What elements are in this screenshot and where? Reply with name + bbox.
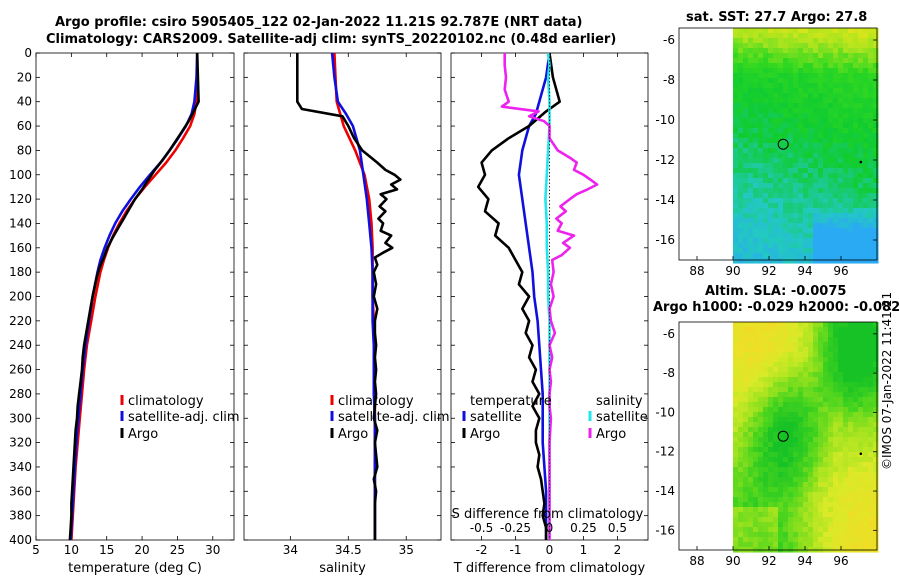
sla-map-lon-label: 90: [725, 554, 740, 568]
sat-sst-map-island-marker: [859, 160, 863, 164]
difference-xtick-label: 1: [580, 543, 588, 557]
sla-map-argo-marker: [777, 430, 789, 442]
depth-tick-label: 180: [9, 265, 32, 279]
difference-xtick-label: -1: [510, 543, 522, 557]
depth-tick-label: 80: [17, 143, 32, 157]
figure-title-line2: Climatology: CARS2009. Satellite-adj cli…: [46, 32, 617, 47]
depth-tick-label: 280: [9, 387, 32, 401]
sat-sst-map-lon-label: 90: [725, 264, 740, 278]
depth-tick-label: 340: [9, 460, 32, 474]
sal-legend-satellite-label: satellite-adj. clim: [338, 410, 450, 425]
diff-legend-salinity-header: salinity: [596, 394, 643, 409]
difference-xtick-label: 2: [614, 543, 622, 557]
difference-xtick-label: -2: [476, 543, 488, 557]
salinity-xtick-label: 34: [283, 543, 298, 557]
sla-map-lon-label: 92: [761, 554, 776, 568]
depth-tick-label: 360: [9, 484, 32, 498]
sat-sst-map-lon-label: 88: [689, 264, 704, 278]
diff-legend-t-argo-label: Argo: [470, 427, 500, 442]
depth-tick-label: 240: [9, 338, 32, 352]
depth-tick-label: 120: [9, 192, 32, 206]
sla-map-frame: [678, 321, 878, 551]
depth-tick-label: 400: [9, 533, 32, 547]
salinity-xtick-label: 35: [399, 543, 414, 557]
sat-sst-map-argo-marker: [777, 138, 789, 150]
sdiff-tick-label: 0.5: [608, 521, 627, 535]
temp-legend-argo-label: Argo: [128, 427, 158, 442]
sat-sst-map-lat-label: -6: [663, 33, 675, 47]
sdiff-tick-label: 0.25: [570, 521, 597, 535]
depth-tick-label: 320: [9, 436, 32, 450]
sla-map-island-marker: [859, 452, 863, 455]
temperature-xtick-label: 10: [64, 543, 79, 557]
sla-map-lon-label: 88: [689, 554, 704, 568]
difference-series-s-argo---clim: [500, 53, 599, 540]
sat-sst-map-lon-label: 96: [833, 264, 848, 278]
temperature-axes-frame: [35, 52, 235, 541]
sdiff-tick-label: -0.5: [470, 521, 493, 535]
sla-map-lat-label: -10: [655, 405, 675, 419]
temperature-xtick-label: 30: [205, 543, 220, 557]
sat-sst-map-field: [733, 28, 879, 264]
depth-tick-label: 100: [9, 168, 32, 182]
diff-legend-s-argo-label: Argo: [596, 427, 626, 442]
temperature-xtick-label: 5: [32, 543, 40, 557]
depth-tick-label: 300: [9, 411, 32, 425]
temperature-xtick-label: 20: [134, 543, 149, 557]
temp-legend-climatology-label: climatology: [128, 394, 204, 409]
figure-title-line1: Argo profile: csiro 5905405_122 02-Jan-2…: [55, 15, 583, 30]
depth-tick-label: 200: [9, 290, 32, 304]
difference-series-t-argo---clim: [476, 52, 562, 540]
depth-tick-label: 380: [9, 509, 32, 523]
depth-tick-label: 60: [17, 119, 32, 133]
salinity-series-argo: [295, 53, 402, 540]
sat-sst-map-lat-label: -14: [655, 193, 675, 207]
sat-sst-map-lat-label: -10: [655, 113, 675, 127]
sat-sst-map-lat-label: -16: [655, 233, 675, 247]
depth-tick-label: 260: [9, 363, 32, 377]
difference-xlabel: T difference from climatology: [453, 561, 646, 576]
diff-legend-s-satellite-label: satellite: [596, 410, 648, 425]
salinity-axes-frame: [243, 52, 442, 541]
salinity-xlabel: salinity: [319, 561, 366, 576]
temperature-xlabel: temperature (deg C): [68, 561, 202, 576]
sat-sst-map-frame: [678, 27, 878, 261]
depth-tick-label: 140: [9, 216, 32, 230]
temp-legend-satellite-label: satellite-adj. clim: [128, 410, 240, 425]
sla-map-lat-label: -6: [663, 327, 675, 341]
sla-map-lat-label: -8: [663, 366, 675, 380]
temperature-series-argo: [68, 52, 200, 541]
depth-tick-label: 160: [9, 241, 32, 255]
depth-tick-label: 20: [17, 70, 32, 84]
sat-sst-map-lat-label: -12: [655, 153, 675, 167]
depth-tick-label: 0: [24, 46, 32, 60]
sal-legend-argo-label: Argo: [338, 427, 368, 442]
sla-map-subtitle: Argo h1000: -0.029 h2000: -0.082: [653, 300, 900, 315]
sst-map-title: sat. SST: 27.7 Argo: 27.8: [686, 10, 868, 25]
sla-map-lat-label: -14: [655, 484, 675, 498]
sat-sst-map-lon-label: 92: [761, 264, 776, 278]
sdiff-xlabel: S difference from climatology: [452, 507, 644, 522]
temperature-xtick-label: 25: [170, 543, 185, 557]
sal-legend-climatology-label: climatology: [338, 394, 414, 409]
sla-map-field: [733, 322, 879, 553]
difference-series-t-satellite---clim: [517, 52, 551, 540]
difference-xtick-label: 0: [546, 543, 554, 557]
sla-map-lon-label: 94: [797, 554, 812, 568]
sat-sst-map-lon-label: 94: [797, 264, 812, 278]
sat-sst-map-lat-label: -8: [663, 73, 675, 87]
sla-map-lat-label: -12: [655, 445, 675, 459]
diff-legend-temperature-header: temperature: [470, 394, 552, 409]
sla-map-lon-label: 96: [833, 554, 848, 568]
diff-legend-t-satellite-label: satellite: [470, 410, 522, 425]
sdiff-tick-label: -0.25: [500, 521, 531, 535]
depth-tick-label: 220: [9, 314, 32, 328]
sla-map-lat-label: -16: [655, 523, 675, 537]
sdiff-tick-label: 0: [546, 521, 554, 535]
sla-map-title: Altim. SLA: -0.0075: [705, 284, 847, 299]
depth-tick-label: 40: [17, 95, 32, 109]
temperature-xtick-label: 15: [99, 543, 114, 557]
salinity-xtick-label: 34.5: [335, 543, 362, 557]
